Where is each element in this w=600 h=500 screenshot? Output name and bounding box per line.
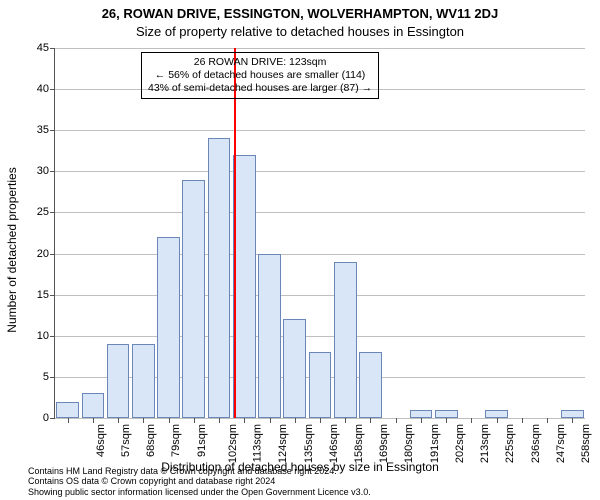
x-tick-label: 102sqm (227, 424, 239, 463)
x-tick-mark (572, 418, 573, 423)
x-tick-mark (295, 418, 296, 423)
histogram-bar (359, 352, 382, 418)
y-tick-label: 45 (37, 42, 55, 54)
y-tick-label: 25 (37, 206, 55, 218)
x-tick-label: 135sqm (303, 424, 315, 463)
x-tick-label: 191sqm (429, 424, 441, 463)
x-tick-label: 236sqm (530, 424, 542, 463)
x-tick-label: 46sqm (95, 424, 107, 457)
x-tick-mark (143, 418, 144, 423)
x-tick-label: 202sqm (454, 424, 466, 463)
histogram-bar (56, 402, 79, 418)
histogram-bar (485, 410, 508, 418)
x-tick-mark (421, 418, 422, 423)
chart-title-main: 26, ROWAN DRIVE, ESSINGTON, WOLVERHAMPTO… (0, 6, 600, 21)
chart-title-sub: Size of property relative to detached ho… (0, 24, 600, 39)
y-tick-label: 35 (37, 124, 55, 136)
x-tick-mark (522, 418, 523, 423)
x-tick-label: 124sqm (277, 424, 289, 463)
gridline (55, 171, 585, 172)
x-tick-label: 57sqm (120, 424, 132, 457)
x-tick-mark (396, 418, 397, 423)
histogram-bar (309, 352, 332, 418)
reference-annotation: 26 ROWAN DRIVE: 123sqm ← 56% of detached… (141, 52, 379, 99)
y-tick-label: 5 (43, 371, 55, 383)
x-tick-mark (270, 418, 271, 423)
x-tick-label: 91sqm (196, 424, 208, 457)
x-tick-mark (118, 418, 119, 423)
y-tick-label: 40 (37, 83, 55, 95)
histogram-bar (208, 138, 231, 418)
x-tick-label: 213sqm (479, 424, 491, 463)
histogram-bar (258, 254, 281, 418)
x-tick-mark (320, 418, 321, 423)
y-tick-label: 15 (37, 289, 55, 301)
gridline (55, 295, 585, 296)
y-tick-label: 10 (37, 330, 55, 342)
x-tick-label: 225sqm (505, 424, 517, 463)
x-tick-label: 79sqm (170, 424, 182, 457)
x-tick-mark (68, 418, 69, 423)
y-axis-label: Number of detached properties (5, 167, 19, 332)
annotation-line-2: ← 56% of detached houses are smaller (11… (148, 69, 372, 82)
x-tick-label: 247sqm (555, 424, 567, 463)
gridline (55, 212, 585, 213)
annotation-line-1: 26 ROWAN DRIVE: 123sqm (148, 56, 372, 69)
histogram-bar (107, 344, 130, 418)
y-tick-label: 30 (37, 165, 55, 177)
histogram-bar (561, 410, 584, 418)
x-tick-mark (345, 418, 346, 423)
footer-line-1: Contains HM Land Registry data © Crown c… (28, 466, 371, 476)
histogram-bar (82, 393, 105, 418)
x-tick-mark (471, 418, 472, 423)
annotation-line-3: 43% of semi-detached houses are larger (… (148, 82, 372, 95)
x-tick-mark (446, 418, 447, 423)
histogram-bar (283, 319, 306, 418)
histogram-bar (435, 410, 458, 418)
footer-attribution: Contains HM Land Registry data © Crown c… (28, 466, 371, 497)
x-tick-label: 258sqm (580, 424, 592, 463)
x-tick-mark (93, 418, 94, 423)
plot-area: 05101520253035404546sqm57sqm68sqm79sqm91… (54, 48, 585, 419)
x-tick-mark (497, 418, 498, 423)
x-tick-label: 146sqm (328, 424, 340, 463)
footer-line-3: Showing public sector information licens… (28, 487, 371, 497)
x-tick-label: 113sqm (251, 424, 263, 462)
histogram-bar (233, 155, 256, 418)
x-tick-label: 68sqm (145, 424, 157, 457)
histogram-bar (410, 410, 433, 418)
x-tick-label: 169sqm (378, 424, 390, 463)
x-tick-label: 158sqm (353, 424, 365, 463)
x-tick-mark (169, 418, 170, 423)
gridline (55, 130, 585, 131)
x-tick-mark (194, 418, 195, 423)
histogram-bar (157, 237, 180, 418)
x-tick-mark (219, 418, 220, 423)
histogram-bar (132, 344, 155, 418)
histogram-bar (182, 180, 205, 418)
x-tick-mark (547, 418, 548, 423)
footer-line-2: Contains OS data © Crown copyright and d… (28, 476, 371, 486)
y-tick-label: 20 (37, 248, 55, 260)
gridline (55, 336, 585, 337)
y-tick-label: 0 (43, 412, 55, 424)
reference-line (234, 48, 236, 418)
x-tick-label: 180sqm (404, 424, 416, 463)
gridline (55, 254, 585, 255)
x-tick-mark (244, 418, 245, 423)
x-tick-mark (370, 418, 371, 423)
gridline (55, 48, 585, 49)
histogram-bar (334, 262, 357, 418)
